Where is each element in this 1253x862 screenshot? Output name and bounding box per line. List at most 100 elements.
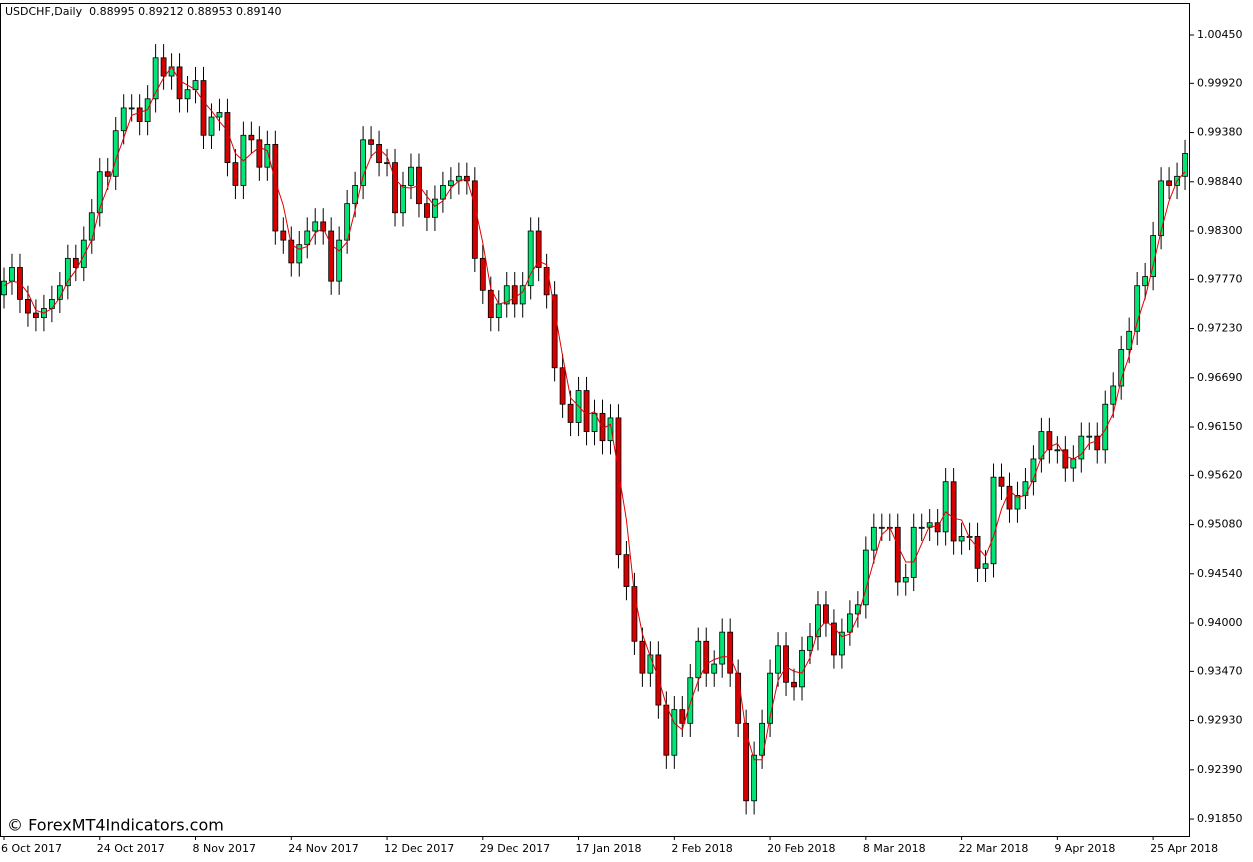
candle-body bbox=[1038, 431, 1045, 460]
candle-body bbox=[671, 709, 678, 756]
candle-body bbox=[535, 230, 542, 268]
candle-body bbox=[1, 280, 7, 296]
candle-body bbox=[304, 230, 311, 246]
y-tick-label: 0.92930 bbox=[1197, 714, 1243, 727]
candle-body bbox=[839, 631, 845, 656]
y-tick-label: 0.97230 bbox=[1197, 322, 1243, 335]
x-tick-label: 20 Feb 2018 bbox=[767, 842, 835, 855]
candle-body bbox=[990, 476, 997, 565]
candle-body bbox=[894, 526, 901, 583]
candle-body bbox=[368, 139, 374, 145]
y-tick-label: 0.96690 bbox=[1197, 371, 1243, 384]
candle-body bbox=[511, 285, 518, 305]
candle-body bbox=[447, 180, 454, 186]
candle-body bbox=[1118, 349, 1125, 387]
candle-body bbox=[711, 663, 718, 674]
candle-body bbox=[655, 654, 662, 706]
candle-body bbox=[1030, 458, 1037, 483]
candle-body bbox=[256, 139, 263, 168]
candle-body bbox=[360, 139, 367, 186]
candle-body bbox=[751, 754, 758, 802]
candle-body bbox=[48, 298, 55, 309]
candle-body bbox=[104, 171, 111, 177]
candle-body bbox=[424, 203, 430, 218]
candle-body bbox=[224, 112, 231, 164]
candle-body bbox=[1142, 276, 1149, 287]
candle-body bbox=[208, 116, 215, 136]
candle-body bbox=[503, 285, 510, 305]
candle-body bbox=[1126, 330, 1133, 350]
candle-body bbox=[1094, 435, 1101, 451]
candle-body bbox=[519, 285, 526, 305]
candle-body bbox=[25, 298, 31, 314]
candle-body bbox=[870, 526, 877, 551]
candle-body bbox=[942, 481, 949, 533]
candle-body bbox=[878, 526, 885, 529]
candle-body bbox=[815, 604, 821, 638]
candle-body bbox=[479, 257, 486, 291]
y-tick-label: 0.96150 bbox=[1197, 420, 1243, 433]
candle-body bbox=[1102, 403, 1109, 451]
candle-body bbox=[400, 185, 406, 214]
candle-body bbox=[767, 672, 773, 724]
candle-body bbox=[1022, 481, 1029, 496]
candle-body bbox=[1086, 435, 1093, 438]
candle-body bbox=[743, 722, 750, 802]
candle-body bbox=[120, 107, 127, 132]
candle-body bbox=[1078, 435, 1085, 460]
candle-body bbox=[695, 640, 702, 679]
candle-body bbox=[487, 289, 494, 319]
candle-body bbox=[615, 417, 622, 556]
candle-body bbox=[831, 622, 837, 656]
y-tick-label: 0.98300 bbox=[1197, 224, 1243, 237]
candle-body bbox=[160, 57, 167, 77]
candle-body bbox=[312, 221, 319, 232]
candle-body bbox=[1046, 431, 1053, 451]
candle-body bbox=[1070, 458, 1077, 469]
candle-body bbox=[543, 267, 550, 296]
candle-body bbox=[527, 230, 534, 287]
x-tick-label: 17 Jan 2018 bbox=[576, 842, 642, 855]
candle-body bbox=[328, 230, 335, 282]
x-tick-label: 25 Apr 2018 bbox=[1150, 842, 1218, 855]
candle-body bbox=[471, 180, 478, 259]
candle-body bbox=[910, 526, 917, 578]
candle-body bbox=[1158, 180, 1164, 236]
candle-body bbox=[376, 144, 382, 164]
candle-body bbox=[248, 134, 255, 141]
candle-body bbox=[136, 107, 143, 123]
y-tick-label: 1.00450 bbox=[1197, 28, 1243, 41]
candle-body bbox=[823, 604, 829, 624]
candle-body bbox=[184, 89, 191, 100]
y-tick-label: 0.94540 bbox=[1197, 567, 1243, 580]
candle-body bbox=[280, 230, 287, 241]
candle-body bbox=[639, 640, 646, 674]
candle-body bbox=[807, 636, 813, 651]
candle-body bbox=[1062, 449, 1069, 469]
candle-body bbox=[1134, 285, 1141, 332]
x-tick-label: 6 Oct 2017 bbox=[1, 842, 62, 855]
candle-body bbox=[902, 577, 909, 583]
chart-title: USDCHF,Daily 0.88995 0.89212 0.88953 0.8… bbox=[5, 5, 282, 18]
y-tick-label: 0.93470 bbox=[1197, 664, 1243, 677]
candle-body bbox=[176, 66, 183, 100]
candle-body bbox=[1110, 385, 1117, 405]
x-tick-label: 29 Dec 2017 bbox=[480, 842, 550, 855]
candle-body bbox=[1166, 180, 1172, 186]
candle-body bbox=[559, 367, 566, 405]
candle-body bbox=[9, 267, 15, 282]
candle-body bbox=[320, 221, 327, 232]
candle-body bbox=[64, 257, 71, 287]
candle-body bbox=[96, 171, 103, 214]
candle-body bbox=[352, 185, 359, 205]
watermark: © ForexMT4Indicators.com bbox=[7, 816, 224, 835]
y-tick-label: 0.98840 bbox=[1197, 175, 1243, 188]
candle-body bbox=[439, 185, 446, 200]
candle-body bbox=[1006, 485, 1013, 510]
candle-body bbox=[152, 57, 159, 100]
x-tick-label: 24 Oct 2017 bbox=[97, 842, 165, 855]
candle-body bbox=[799, 649, 805, 688]
candle-body bbox=[631, 586, 638, 642]
candle-body bbox=[33, 312, 39, 319]
candle-body bbox=[1014, 494, 1021, 510]
